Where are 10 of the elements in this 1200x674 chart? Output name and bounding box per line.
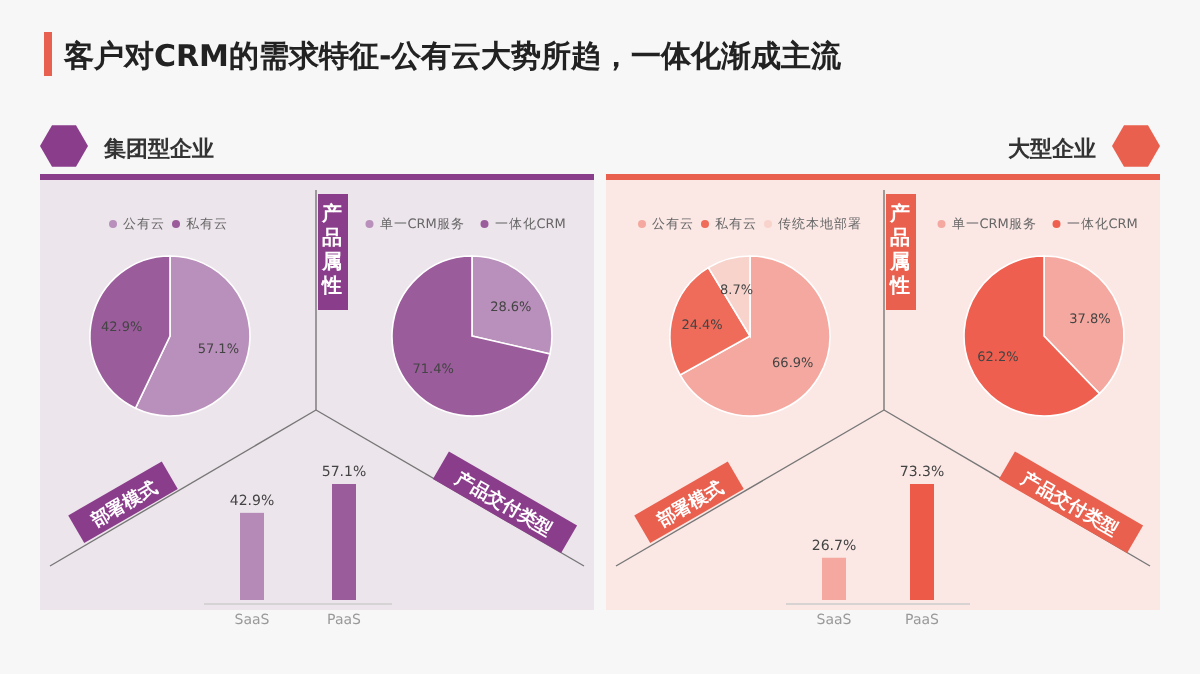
text: 产品属性 bbox=[888, 202, 910, 298]
text: 产品属性 bbox=[320, 202, 342, 298]
text: 产品交付类型 bbox=[1015, 467, 1122, 542]
chart-subtitle: 大型企业 bbox=[1008, 136, 1096, 162]
text: 部署模式 bbox=[86, 477, 162, 534]
text: 客户对CRM的需求特征-公有云大势所趋，一体化渐成主流 bbox=[62, 38, 844, 74]
pie-slice bbox=[391, 255, 551, 417]
chart-subtitle: 集团型企业 bbox=[102, 136, 214, 162]
text: 产品交付类型 bbox=[449, 467, 556, 542]
text: 部署模式 bbox=[652, 477, 728, 534]
